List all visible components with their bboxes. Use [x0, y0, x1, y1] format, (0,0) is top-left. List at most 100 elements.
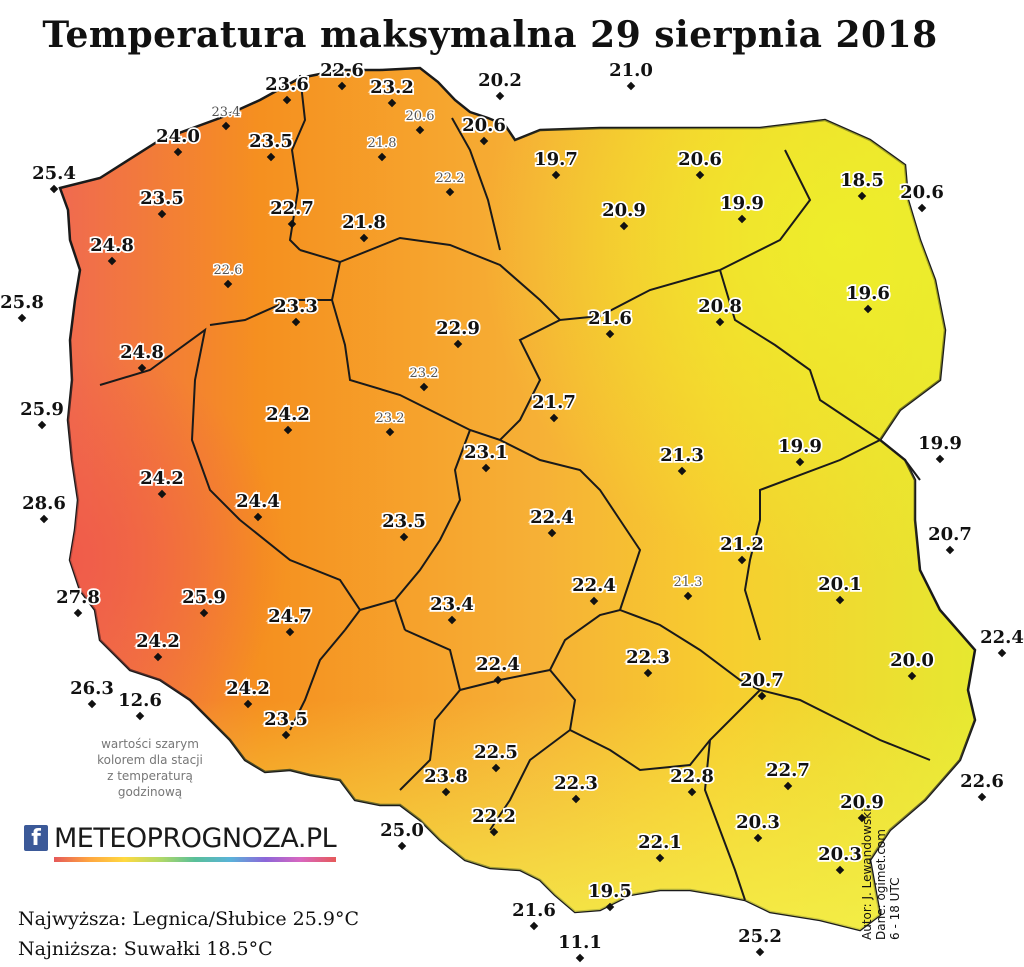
station-dot: [907, 671, 917, 681]
station-marker: 25.8: [0, 290, 46, 323]
station-marker: 22.5: [472, 740, 520, 773]
station-value: 21.0: [609, 60, 653, 81]
station-dot: [575, 953, 585, 963]
station-value: 20.7: [740, 670, 784, 691]
station-marker: 20.3: [816, 842, 864, 875]
station-dot: [282, 95, 292, 105]
station-dot: [605, 902, 615, 912]
border-kujawsko: [330, 261, 561, 442]
station-dot: [997, 648, 1007, 658]
station-dot: [287, 219, 297, 229]
station-value: 20.2: [478, 70, 522, 91]
station-marker: 21.3: [658, 443, 706, 476]
station-value-hourly: 22.2: [436, 171, 465, 186]
station-marker: 20.6: [898, 180, 946, 213]
station-value: 20.6: [678, 149, 722, 170]
station-dot: [589, 596, 599, 606]
station-marker: 21.2: [718, 532, 766, 565]
station-marker: 22.4: [528, 505, 576, 538]
station-value: 23.2: [370, 77, 414, 98]
station-dot: [753, 833, 763, 843]
station-value: 22.5: [474, 742, 518, 763]
station-value: 25.2: [738, 926, 782, 947]
station-marker: 24.7: [266, 604, 314, 637]
station-dot: [495, 91, 505, 101]
station-value: 24.2: [266, 404, 310, 425]
station-value-hourly: 21.8: [368, 136, 397, 151]
station-value: 21.8: [342, 212, 386, 233]
border-warminsko-podlaskie: [719, 149, 812, 271]
map-title: Temperatura maksymalna 29 sierpnia 2018: [42, 14, 938, 56]
facebook-icon[interactable]: f: [24, 825, 48, 851]
station-marker: 20.6: [676, 147, 724, 180]
station-marker: 21.0: [607, 58, 655, 91]
station-dot: [359, 233, 369, 243]
station-marker: 21.6: [510, 898, 558, 931]
station-marker: 24.4: [234, 489, 282, 522]
station-value-hourly: 22.6: [214, 263, 243, 278]
station-value-hourly: 23.4: [212, 105, 241, 120]
station-value: 23.5: [249, 131, 293, 152]
author-credits: Autor: J. Lewandowski Dane: ogimet.com 6…: [860, 780, 902, 940]
station-value: 25.8: [0, 292, 44, 313]
station-marker: 25.9: [180, 585, 228, 618]
station-value: 23.8: [424, 766, 468, 787]
station-value: 23.3: [274, 296, 318, 317]
station-dot: [549, 413, 559, 423]
station-dot: [687, 787, 697, 797]
logo-text: METEOPROGNOZA.PL: [54, 822, 337, 862]
station-dot: [683, 591, 693, 601]
station-dot: [135, 711, 145, 721]
station-marker: 19.7: [532, 147, 580, 180]
station-marker: 24.2: [134, 629, 182, 662]
station-marker: 24.2: [224, 676, 272, 709]
station-value: 25.4: [32, 163, 76, 184]
station-value: 19.9: [918, 433, 962, 454]
station-value: 23.5: [140, 188, 184, 209]
station-value: 24.8: [90, 235, 134, 256]
station-value: 21.6: [512, 900, 556, 921]
station-marker: 20.7: [738, 668, 786, 701]
station-marker: 23.4: [428, 592, 476, 625]
station-dot: [37, 420, 47, 430]
station-dot: [157, 489, 167, 499]
highest-temperature: Najwyższa: Legnica/Słubice 25.9°C: [18, 908, 360, 930]
station-marker: 20.3: [734, 810, 782, 843]
station-value: 21.7: [532, 392, 576, 413]
station-marker: 24.2: [138, 466, 186, 499]
station-value: 21.3: [660, 445, 704, 466]
station-value: 23.4: [430, 594, 474, 615]
logo-label: METEOPROGNOZA.PL: [54, 822, 337, 854]
logo-color-bar: [54, 856, 337, 862]
station-value: 24.4: [236, 491, 280, 512]
station-marker: 25.9: [18, 397, 66, 430]
station-value: 23.1: [464, 442, 508, 463]
station-marker: 24.8: [88, 233, 136, 266]
station-marker: 22.1: [636, 830, 684, 863]
meteoprognoza-logo[interactable]: f METEOPROGNOZA.PL: [24, 820, 337, 862]
station-marker: 23.1: [462, 440, 510, 473]
station-value: 22.2: [472, 806, 516, 827]
station-value: 19.9: [778, 436, 822, 457]
station-value: 23.6: [265, 74, 309, 95]
station-marker: 20.1: [816, 572, 864, 605]
station-marker: 24.2: [264, 402, 312, 435]
station-value: 22.6: [960, 771, 1004, 792]
station-dot: [266, 152, 276, 162]
station-marker: 22.8: [668, 764, 716, 797]
border-lubuskie-wielkopolskie: [209, 299, 332, 326]
station-marker: 20.7: [926, 522, 974, 555]
station-marker: 22.3: [552, 771, 600, 804]
border-pomorskie-warminsko: [451, 117, 501, 251]
note-line: wartości szarym: [101, 737, 199, 751]
extremes-summary: Najwyższa: Legnica/Słubice 25.9°C Najniż…: [18, 904, 359, 964]
station-marker: 21.8: [340, 210, 388, 243]
station-dot: [17, 313, 27, 323]
station-marker: 25.4: [30, 161, 78, 194]
station-value: 18.5: [840, 170, 884, 191]
station-marker: 20.9: [838, 790, 886, 823]
station-dot: [835, 595, 845, 605]
border-lodzkie-slaskie: [399, 629, 462, 791]
station-marker: 23.2: [408, 365, 440, 392]
